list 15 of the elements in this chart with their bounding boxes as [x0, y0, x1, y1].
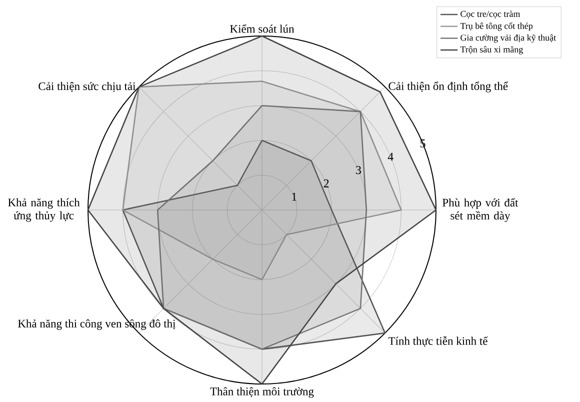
legend-label: Gia cường vải địa kỹ thuật — [460, 34, 556, 43]
y-tick-label: 3 — [356, 166, 361, 174]
spoke-label: Tính thực tiễn kinh tế — [388, 336, 488, 347]
spoke-label: Khả năng thích ứng thủy lực — [8, 198, 80, 222]
spoke-label: Phù hợp với đất sét mềm dày — [442, 198, 518, 222]
y-tick-label: 2 — [324, 179, 329, 188]
y-tick-label: 1 — [292, 192, 296, 201]
spoke-label: Cải thiện ổn định tổng thể — [388, 82, 508, 92]
legend-label: Cọc tre/cọc tràm — [460, 10, 520, 18]
legend-label: Trộn sâu xi măng — [460, 46, 523, 54]
legend-label: Trụ bê tông cốt thép — [460, 22, 533, 31]
spoke-label: Thân thiện môi trường — [210, 387, 314, 398]
spoke-label: Kiểm soát lún — [230, 24, 294, 33]
y-tick-label: 4 — [388, 152, 394, 161]
spoke-label: Cải thiện sức chịu tải — [38, 82, 136, 92]
